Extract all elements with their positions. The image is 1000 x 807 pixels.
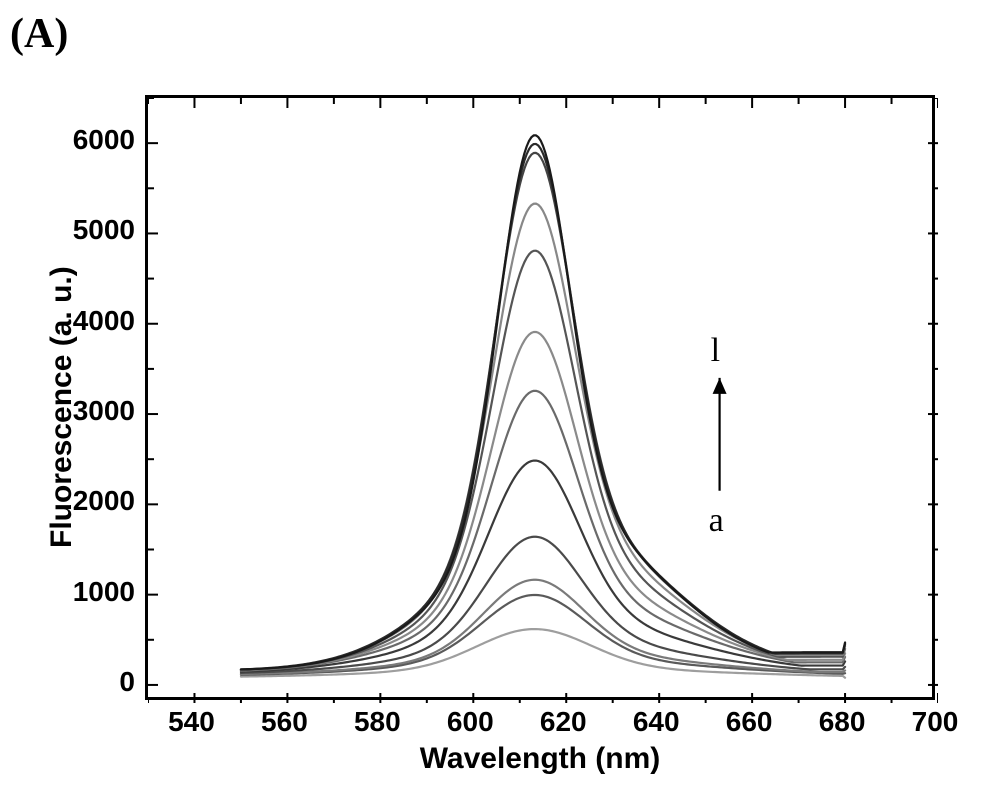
- x-axis-label: Wavelength (nm): [420, 742, 661, 776]
- series-g: [241, 332, 845, 670]
- x-tick-label: 540: [168, 706, 215, 738]
- series-h: [241, 251, 845, 670]
- series-k: [241, 144, 845, 669]
- x-tick-label: 640: [633, 706, 680, 738]
- x-tick-label: 680: [819, 706, 866, 738]
- x-tick-label: 700: [912, 706, 959, 738]
- figure-container: (A) Fluorescence (a. u.) Wavelength (nm)…: [0, 0, 1000, 807]
- annotation-bottom-label: a: [709, 502, 724, 540]
- y-tick-label: 1000: [65, 576, 135, 608]
- y-tick-label: 6000: [65, 124, 135, 156]
- y-tick-label: 3000: [65, 395, 135, 427]
- x-tick-label: 660: [726, 706, 773, 738]
- series-e: [241, 461, 845, 672]
- plot-area: [145, 95, 935, 700]
- x-tick-label: 620: [540, 706, 587, 738]
- y-tick-label: 2000: [65, 485, 135, 517]
- x-tick-label: 600: [447, 706, 494, 738]
- series-j: [241, 153, 845, 670]
- series-i: [241, 204, 845, 670]
- plot-svg: [148, 98, 938, 703]
- y-tick-label: 5000: [65, 214, 135, 246]
- series-d: [241, 537, 845, 673]
- series-l: [241, 135, 845, 669]
- x-tick-label: 580: [354, 706, 401, 738]
- y-tick-label: 0: [65, 666, 135, 698]
- annotation-top-label: l: [711, 332, 720, 370]
- annotation-arrow: [713, 378, 727, 394]
- y-tick-label: 4000: [65, 305, 135, 337]
- panel-label: (A): [10, 10, 68, 58]
- x-tick-label: 560: [261, 706, 308, 738]
